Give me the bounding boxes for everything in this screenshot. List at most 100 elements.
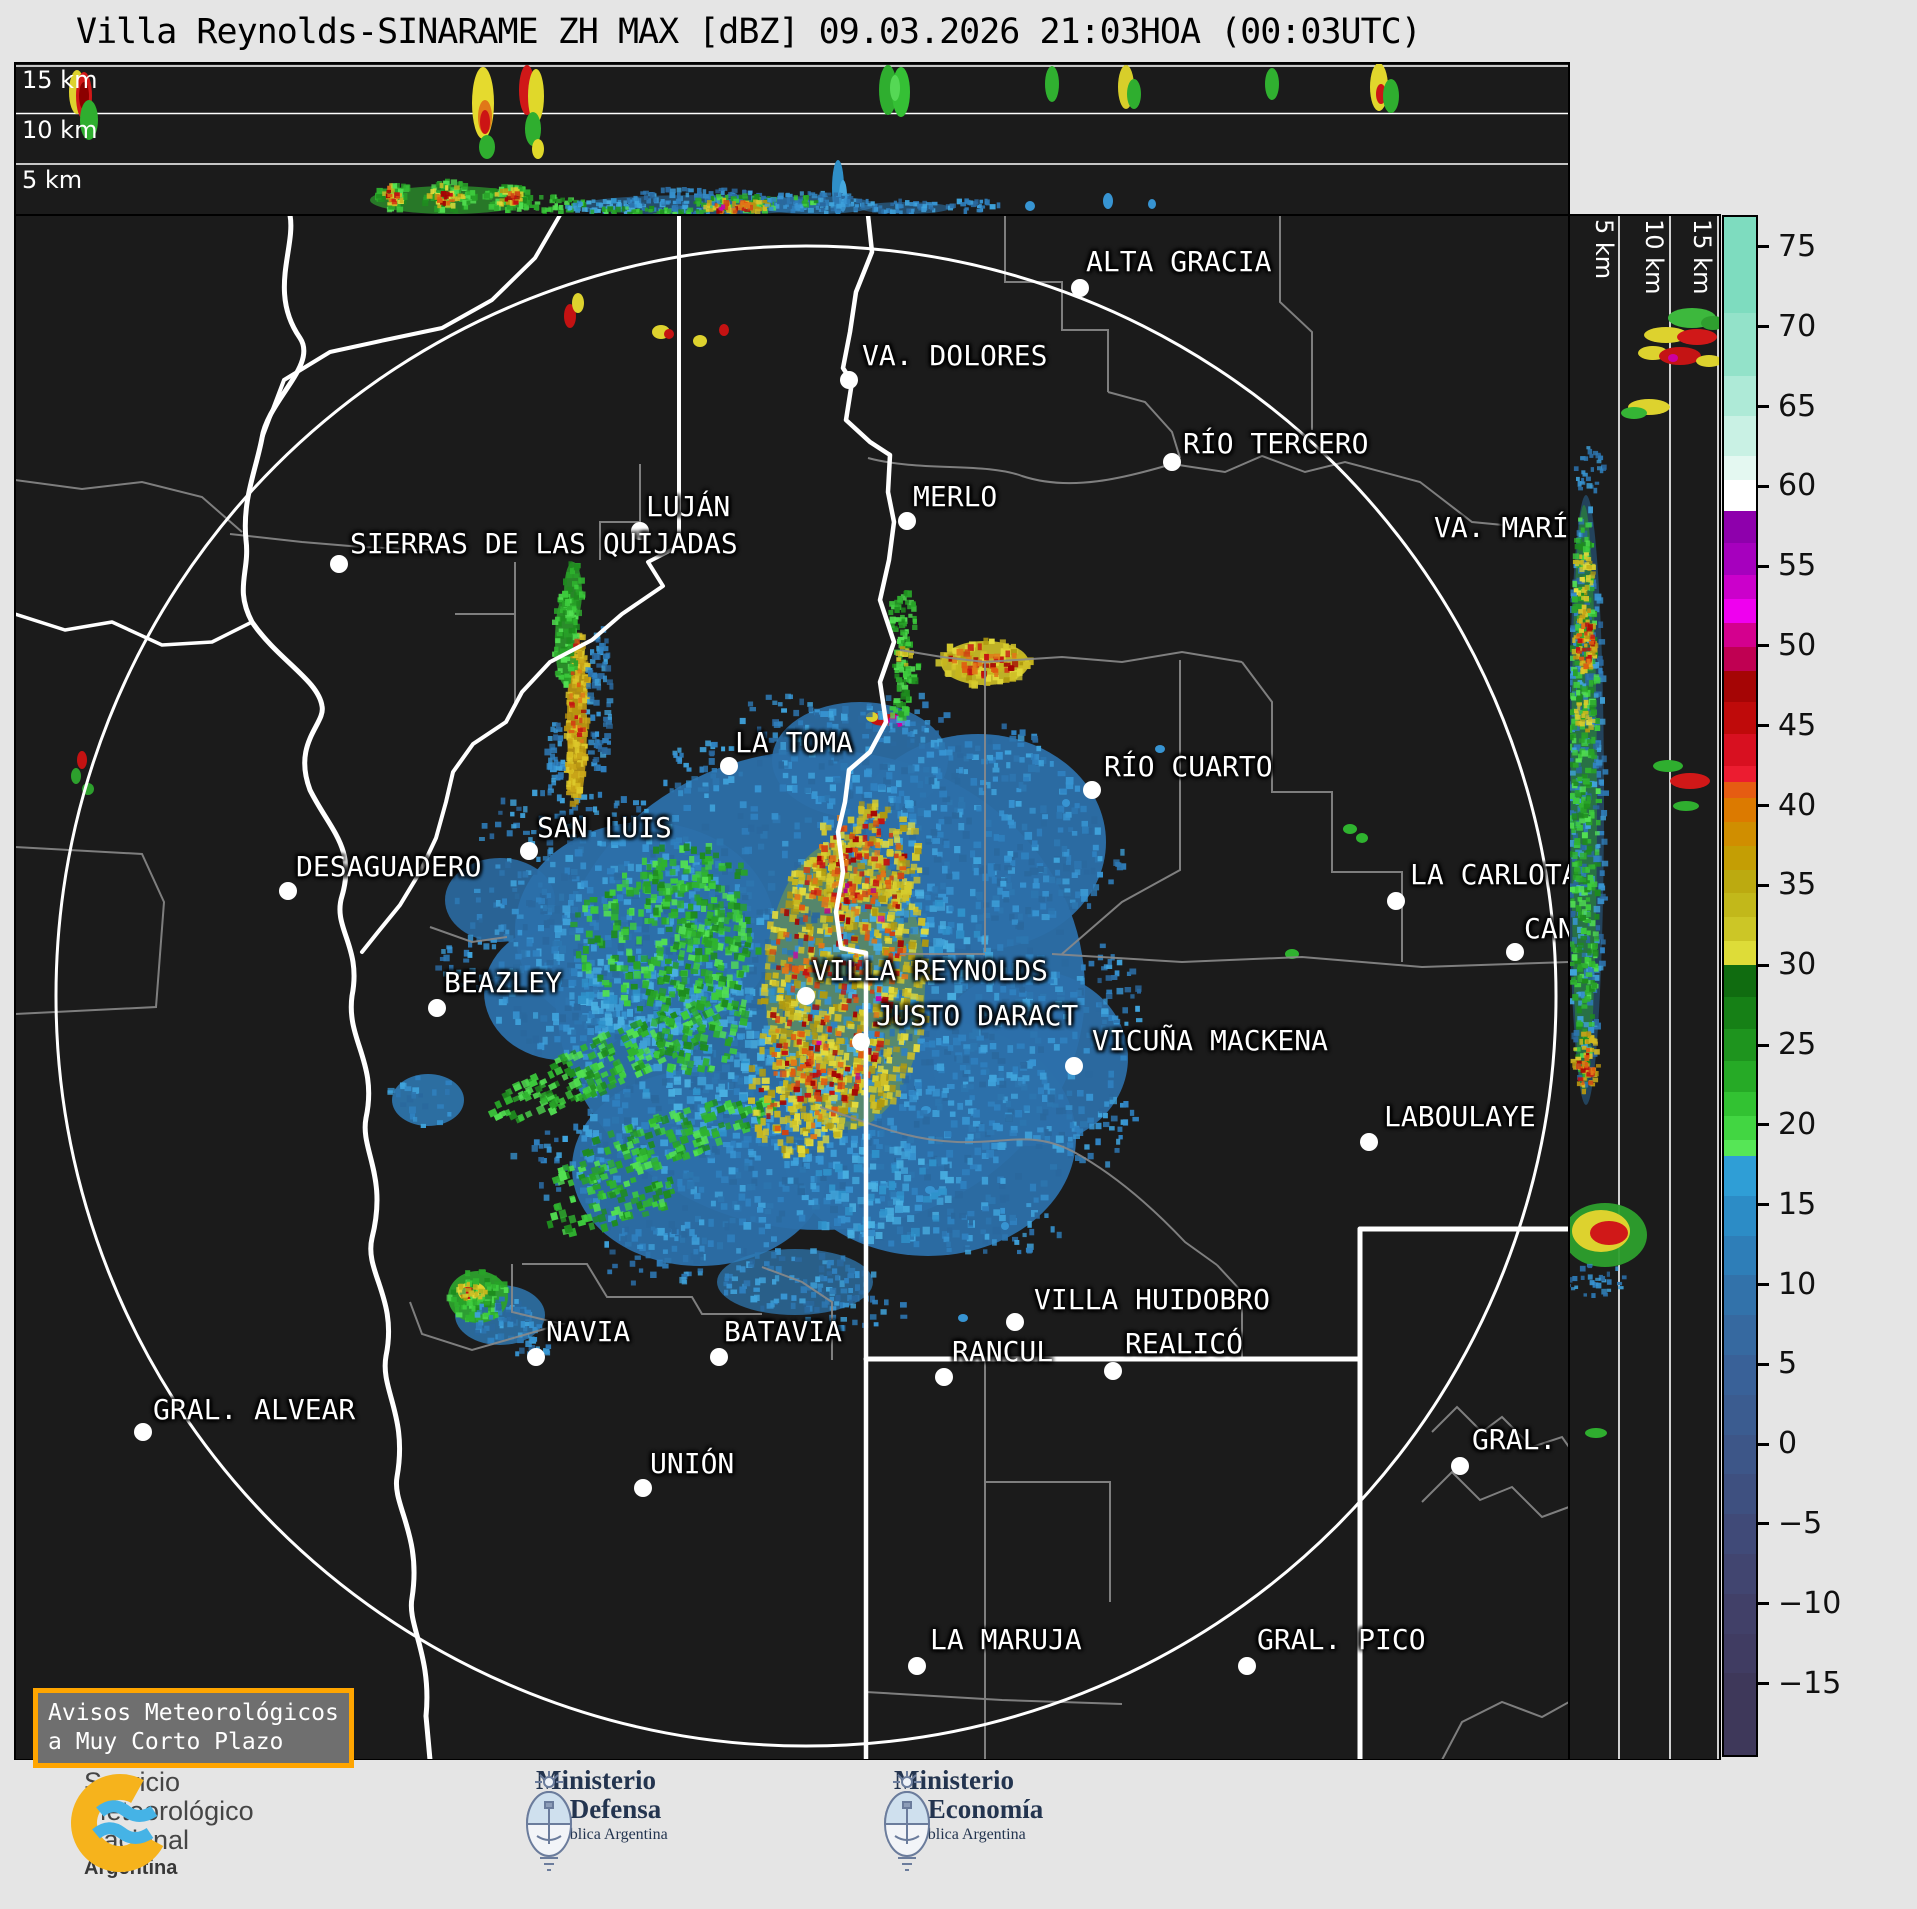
echo-speckle-zone <box>504 191 521 205</box>
colorbar-segment <box>1724 996 1756 1029</box>
colorbar-tick-label: 20 <box>1778 1106 1817 1142</box>
colorbar-segment <box>1724 1474 1756 1515</box>
echo-speckle-zone <box>1576 1048 1596 1086</box>
colorbar-segment <box>1724 622 1756 647</box>
echo-speckle-zone <box>758 1039 841 1140</box>
colorbar-segment <box>1724 1275 1756 1316</box>
colorbar-tickmark <box>1758 1602 1769 1606</box>
echo-speckle-zone <box>714 200 753 214</box>
city-label: UNIÓN <box>650 1447 735 1480</box>
smn-logo-icon <box>70 1774 169 1872</box>
colorbar-tick-label: 60 <box>1778 468 1817 504</box>
smn-logo-unit: Servicio Meteorológico Nacional Argentin… <box>70 1768 254 1881</box>
city-dot <box>279 882 297 900</box>
coat-of-arms-icon <box>883 1771 931 1871</box>
echo-speckle-zone <box>815 1146 954 1245</box>
echo-speckle-zone <box>585 626 614 773</box>
echo-speckle-zone <box>636 843 748 920</box>
colorbar-segment <box>1724 1554 1756 1594</box>
echo-speckle-zone <box>1569 1263 1627 1298</box>
echo-speckle-zone <box>387 1075 452 1128</box>
echo-speckle-zone <box>1573 446 1607 494</box>
echo-speckle-zone <box>718 204 726 211</box>
city-label: VICUÑA MACKENA <box>1092 1024 1329 1057</box>
colorbar-segment <box>1724 1060 1756 1093</box>
colorbar-tickmark <box>1758 724 1769 728</box>
echo-speckle-zone <box>546 1176 676 1238</box>
colorbar-tickmark <box>1758 1522 1769 1526</box>
city-label: GRAL. PICO <box>1257 1623 1426 1656</box>
city-dot <box>520 842 538 860</box>
colorbar-tick-label: 30 <box>1778 947 1817 983</box>
colorbar-segment <box>1724 1116 1756 1141</box>
echo-speckle-zone <box>526 194 587 215</box>
warning-line-2: a Muy Corto Plazo <box>48 1729 284 1755</box>
right-cross-section-panel <box>1569 215 1720 1760</box>
ministry-line: Ministerio <box>894 1765 1014 1795</box>
echo-speckle-zone <box>562 561 586 626</box>
colorbar-tickmark <box>1758 1203 1769 1207</box>
colorbar-tickmark <box>1758 1283 1769 1286</box>
city-label: BEAZLEY <box>444 966 563 999</box>
city-label: ALTA GRACIA <box>1086 245 1272 278</box>
colorbar-segment <box>1724 543 1756 576</box>
right-altitude-label-15km: 15 km <box>1688 219 1716 295</box>
echo-speckle-zone <box>942 1194 1062 1255</box>
city-label: MERLO <box>913 480 998 513</box>
colorbar-tickmark <box>1758 644 1769 648</box>
city-dot <box>1506 943 1524 961</box>
city-dot <box>631 522 649 540</box>
city-label: BATAVIA <box>724 1315 843 1348</box>
colorbar-segment <box>1724 670 1756 703</box>
top-altitude-label-10km: 10 km <box>22 116 98 144</box>
colorbar-segment <box>1724 511 1756 544</box>
warning-box: Avisos Meteorológicos a Muy Corto Plazo <box>33 1688 354 1768</box>
city-dot <box>634 1479 652 1497</box>
city-dot <box>710 1348 728 1366</box>
echo-speckle-zone <box>739 693 835 743</box>
city-label: SIERRAS DE LAS QUIJADAS <box>350 527 738 560</box>
city-dot <box>935 1368 953 1386</box>
city-dot <box>1238 1657 1256 1675</box>
colorbar-tickmark <box>1758 1682 1769 1686</box>
city-label: LA TOMA <box>735 726 854 759</box>
city-dot <box>1451 1457 1469 1475</box>
colorbar-segment <box>1724 1028 1756 1061</box>
city-dot <box>840 371 858 389</box>
top-panel-echoes <box>69 63 1399 215</box>
colorbar-tick-label: 25 <box>1778 1027 1817 1063</box>
echo-speckle-zone <box>479 789 584 868</box>
city-dot <box>1163 453 1181 471</box>
colorbar-segment <box>1724 455 1756 480</box>
department-borders <box>15 215 1569 1760</box>
city-label: RÍO TERCERO <box>1183 427 1369 460</box>
city-label: VILLA HUIDOBRO <box>1034 1283 1271 1316</box>
colorbar-tickmark <box>1758 883 1769 887</box>
map-panel <box>15 215 1569 1760</box>
echo-speckle-zone <box>385 185 400 205</box>
defensa-logo-unit: Ministerio de Defensa República Argentin… <box>520 1766 668 1871</box>
echo-speckle-zone <box>474 1296 543 1344</box>
colorbar-segment <box>1724 415 1756 456</box>
colorbar-tickmark <box>1758 963 1769 967</box>
echo-speckle-zone <box>764 190 869 215</box>
colorbar-tick-label: 75 <box>1778 228 1817 264</box>
colorbar-segment <box>1724 1633 1756 1674</box>
echo-speckle-zone <box>604 1221 707 1286</box>
range-ring <box>54 244 1558 1748</box>
colorbar-segment <box>1724 1235 1756 1276</box>
echo-speckle-zone <box>1036 826 1127 910</box>
colorbar-segment <box>1724 797 1756 822</box>
city-label: DESAGUADERO <box>296 850 482 883</box>
colorbar-segment <box>1724 702 1756 735</box>
colorbar-segment <box>1724 1315 1756 1356</box>
colorbar-tickmark <box>1758 804 1769 808</box>
city-dot <box>1387 892 1405 910</box>
colorbar-segment <box>1724 821 1756 846</box>
echo-speckle-zone <box>435 922 522 992</box>
colorbar-tickmark <box>1758 1043 1769 1047</box>
city-dot <box>330 555 348 573</box>
top-altitude-label-15km: 15 km <box>22 66 98 94</box>
city-dot <box>134 1423 152 1441</box>
city-label: REALICÓ <box>1125 1327 1244 1360</box>
